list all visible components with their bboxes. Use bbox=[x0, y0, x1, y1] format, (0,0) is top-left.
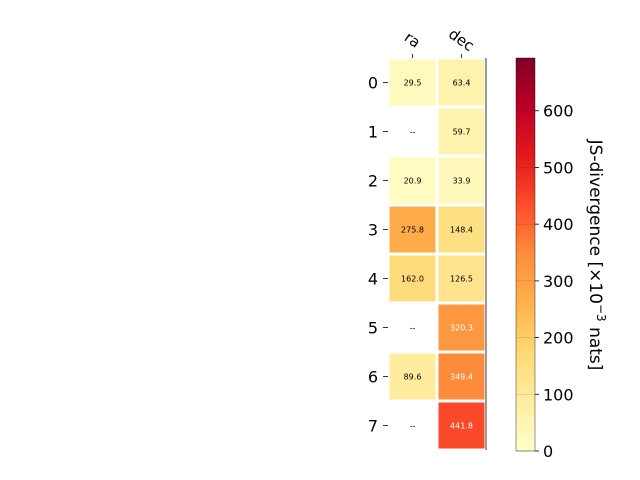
cell-label-5-dec: 320.3 bbox=[450, 324, 473, 333]
heatmap-grid: 29.5 63.4 -- 59.7 20.9 33.9 275.8 148.4 162.0 126… bbox=[389, 58, 487, 450]
cell-label-6-dec: 349.4 bbox=[450, 373, 473, 382]
cell-label-7-dec: 441.8 bbox=[450, 422, 473, 431]
heatmap-cell-2-dec bbox=[438, 157, 485, 204]
cell-label-3-ra: 275.8 bbox=[401, 226, 424, 235]
y-tick-label-2: 2 bbox=[368, 172, 378, 191]
colorbar-gradient bbox=[515, 57, 536, 452]
heatmap-cell-5-dec bbox=[438, 304, 485, 351]
y-axis: 0 1 2 3 4 5 6 7 bbox=[368, 74, 388, 436]
cell-label-0-ra: 29.5 bbox=[404, 79, 422, 88]
colorbar-label-prefix: JS-divergence [×10 bbox=[585, 139, 605, 304]
heatmap-cell-6-dec bbox=[438, 353, 485, 400]
colorbar-tick-label-200: 200 bbox=[543, 329, 574, 348]
y-tick-label-1: 1 bbox=[368, 123, 378, 142]
cell-label-2-dec: 33.9 bbox=[453, 177, 471, 186]
y-tick-label-4: 4 bbox=[368, 270, 378, 289]
cell-label-2-ra: 20.9 bbox=[404, 177, 422, 186]
colorbar: 0 100 200 300 400 500 600 JS-divergence [×10−3… bbox=[515, 57, 608, 461]
colorbar-tick-label-500: 500 bbox=[543, 158, 574, 177]
heatmap-cell-3-ra bbox=[389, 206, 436, 253]
cell-label-1-ra: -- bbox=[410, 128, 416, 137]
cell-label-6-ra: 89.6 bbox=[404, 373, 422, 382]
cell-label-0-dec: 63.4 bbox=[453, 79, 471, 88]
x-axis: ra dec bbox=[401, 25, 478, 58]
heatmap-cell-0-ra bbox=[389, 59, 436, 106]
y-tick-label-6: 6 bbox=[368, 368, 378, 387]
y-tick-label-7: 7 bbox=[368, 417, 378, 436]
cell-label-1-dec: 59.7 bbox=[453, 128, 471, 137]
y-tick-label-5: 5 bbox=[368, 319, 378, 338]
heatmap-cell-4-ra bbox=[389, 255, 436, 302]
colorbar-label: JS-divergence [×10−3 nats] bbox=[585, 139, 608, 371]
cell-label-7-ra: -- bbox=[410, 422, 416, 431]
x-tick-label-ra: ra bbox=[401, 28, 424, 52]
y-tick-label-0: 0 bbox=[368, 74, 378, 93]
colorbar-tick-label-600: 600 bbox=[543, 102, 574, 121]
colorbar-tick-label-300: 300 bbox=[543, 272, 574, 291]
y-tick-label-3: 3 bbox=[368, 221, 378, 240]
heatmap-cell-3-dec bbox=[438, 206, 485, 253]
heatmap-cell-6-ra bbox=[389, 353, 436, 400]
heatmap-cell-1-dec bbox=[438, 108, 485, 155]
heatmap-cell-0-dec bbox=[438, 59, 485, 106]
colorbar-label-exponent: −3 bbox=[594, 304, 608, 322]
x-tick-label-dec: dec bbox=[445, 25, 477, 55]
colorbar-tick-label-0: 0 bbox=[543, 442, 553, 461]
colorbar-label-suffix: nats] bbox=[585, 322, 605, 371]
cell-label-5-ra: -- bbox=[410, 324, 416, 333]
cell-label-4-dec: 126.5 bbox=[450, 275, 473, 284]
cell-label-3-dec: 148.4 bbox=[450, 226, 473, 235]
heatmap-cell-4-dec bbox=[438, 255, 485, 302]
heatmap-cell-7-dec bbox=[438, 402, 485, 449]
cell-label-4-ra: 162.0 bbox=[401, 275, 424, 284]
heatmap-cell-2-ra bbox=[389, 157, 436, 204]
colorbar-tick-label-100: 100 bbox=[543, 385, 574, 404]
colorbar-tick-label-400: 400 bbox=[543, 215, 574, 234]
colorbar-ticks: 0 100 200 300 400 500 600 bbox=[516, 102, 574, 461]
